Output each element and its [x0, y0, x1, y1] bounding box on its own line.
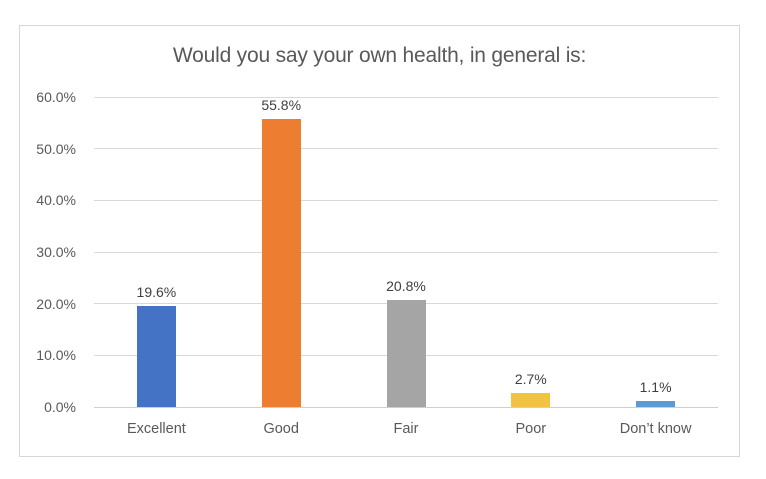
y-axis-tick-label: 40.0%: [36, 192, 76, 209]
x-axis-category-label: Poor: [515, 421, 547, 437]
bar-data-label: 2.7%: [514, 371, 547, 388]
bar-excellent: [136, 305, 176, 407]
bar-poor: [511, 393, 551, 407]
bar-data-label: 19.6%: [136, 283, 177, 300]
chart-title: Would you say your own health, in genera…: [172, 44, 587, 67]
gridline: [94, 96, 718, 98]
x-axis-category-label: Excellent: [126, 421, 186, 437]
bar-fair: [386, 299, 426, 407]
bar-good: [261, 118, 301, 407]
y-axis-tick-label: 60.0%: [36, 89, 76, 105]
plot-area: 0.0% 10.0% 20.0% 30.0% 40.0% 50.0% 60.0% 19.6% E…: [36, 90, 718, 437]
y-axis-tick-label: 50.0%: [36, 140, 76, 157]
x-axis-line: [94, 406, 718, 408]
x-axis-category-label: Don’t know: [619, 421, 692, 437]
bar-data-label: 55.8%: [261, 96, 302, 113]
y-axis-tick-label: 10.0%: [36, 347, 76, 364]
y-axis-tick-label: 30.0%: [36, 244, 76, 260]
bar-data-label: 20.8%: [386, 277, 426, 294]
y-axis-tick-label: 0.0%: [44, 399, 76, 415]
gridline: [94, 199, 718, 201]
y-axis-tick-label: 20.0%: [36, 295, 76, 312]
chart-area: Would you say your own health, in genera…: [19, 25, 740, 457]
x-axis-category-label: Good: [263, 421, 299, 437]
bar-data-label: 1.1%: [639, 379, 672, 396]
x-axis-category-label: Fair: [393, 421, 419, 437]
bar-don-t-know: [636, 401, 676, 407]
gridline: [94, 251, 718, 253]
gridline: [94, 148, 718, 150]
